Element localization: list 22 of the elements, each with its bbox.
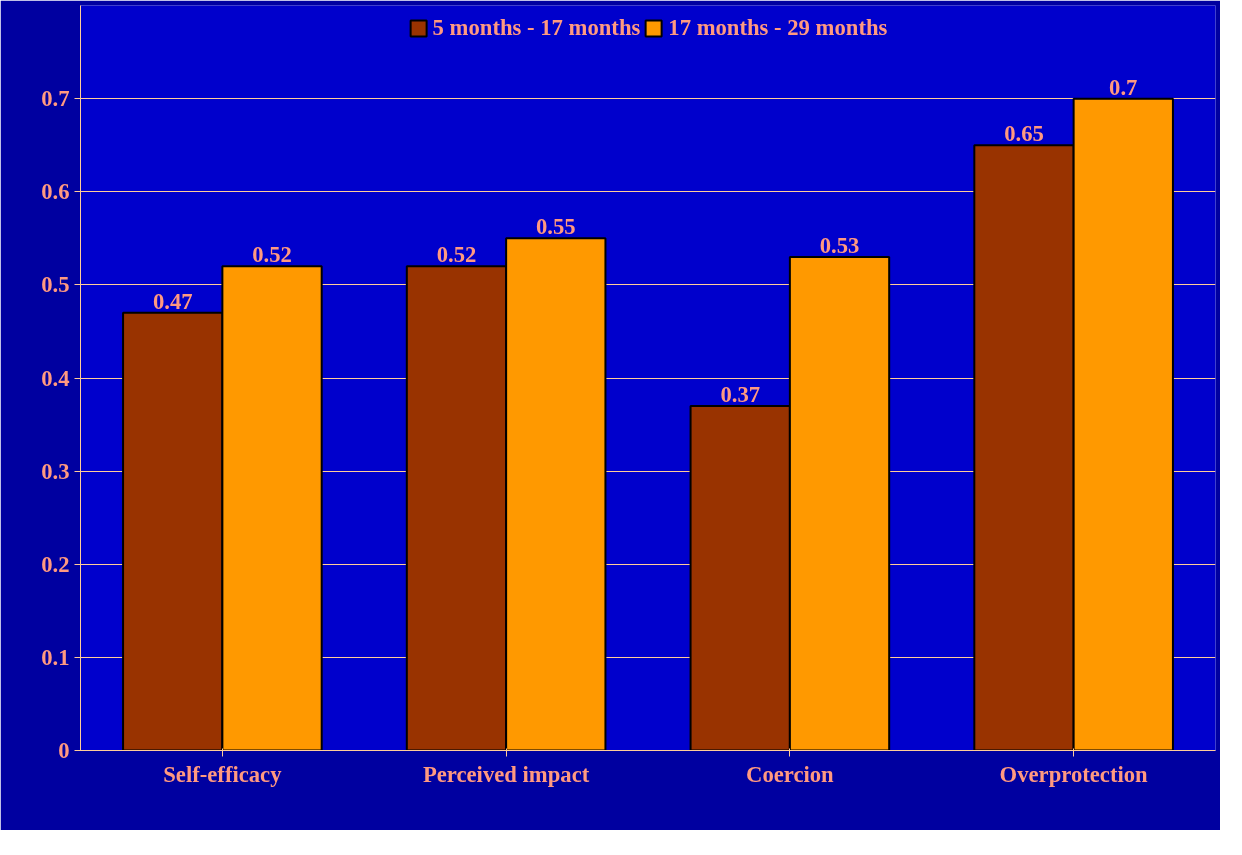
y-tick-label: 0.7 [41,86,70,112]
legend-label: 5 months - 17 months [432,15,641,41]
x-tick-label: Self-efficacy [163,761,283,787]
data-label: 0.47 [152,288,193,314]
x-tick-label: Coercion [746,761,835,787]
data-label: 0.37 [720,381,761,407]
y-tick-label: 0.5 [41,272,70,298]
y-tick-label: 0.3 [41,458,70,484]
data-label: 0.53 [819,232,860,258]
data-label: 0.65 [1004,121,1044,147]
x-tick-label: Perceived impact [422,761,590,787]
data-label: 0.7 [1109,74,1138,100]
x-tick-label: Overprotection [999,761,1149,787]
data-label: 0.52 [436,242,477,268]
data-label: 0.52 [252,242,292,268]
y-tick-label: 0.6 [41,179,70,205]
y-tick-label: 0.4 [41,365,70,391]
data-label: 0.55 [535,214,576,240]
legend-label: 17 months - 29 months [668,15,888,41]
y-tick-label: 0.2 [41,551,70,577]
y-tick-label: 0 [58,738,70,763]
y-tick-label: 0.1 [41,644,70,670]
